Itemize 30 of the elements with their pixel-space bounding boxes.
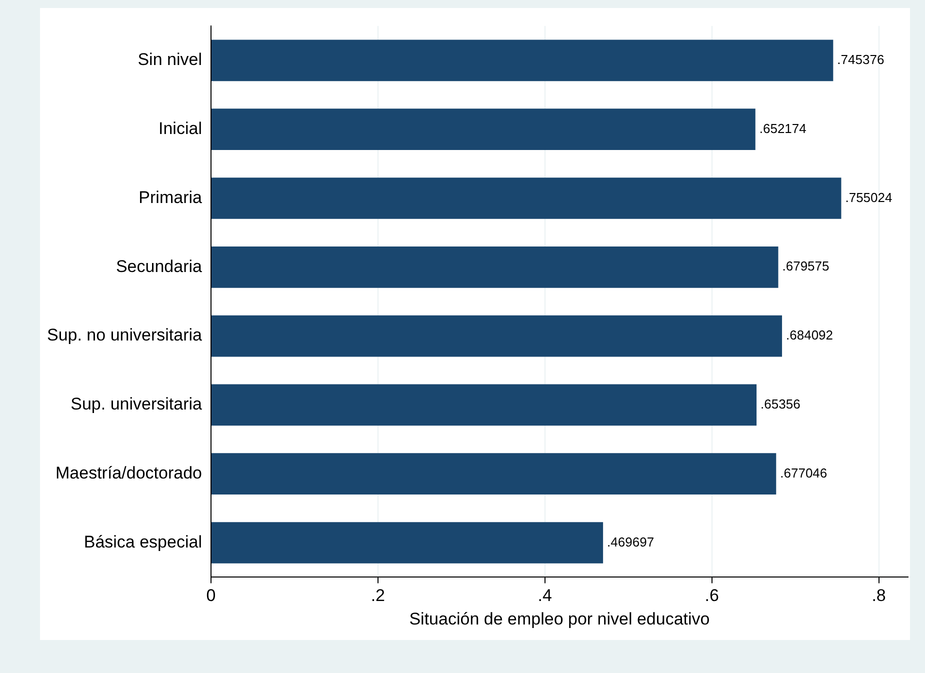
y-tick-label: Inicial	[158, 119, 202, 138]
bar	[211, 522, 604, 564]
bar	[211, 246, 778, 288]
y-tick-label: Básica especial	[84, 532, 202, 552]
bar	[211, 40, 834, 82]
bar	[211, 384, 757, 426]
data-label: .469697	[607, 534, 654, 550]
data-label: .755024	[845, 190, 892, 205]
y-tick-label: Secundaria	[116, 256, 203, 276]
y-tick-label: Primaria	[138, 188, 203, 207]
x-tick-label: .6	[704, 586, 719, 606]
x-tick-label: 0	[206, 586, 216, 606]
bar	[211, 315, 782, 357]
y-tick-label: Sup. universitaria	[70, 394, 203, 414]
bar	[211, 178, 842, 219]
x-tick-label: .4	[538, 586, 552, 606]
bar	[211, 453, 776, 495]
data-label: .65356	[760, 396, 800, 412]
x-tick-label: .8	[872, 586, 886, 606]
data-label: .677046	[780, 465, 828, 480]
data-label: .652174	[759, 120, 806, 136]
x-axis-title: Situación de empleo por nivel educativo	[409, 609, 710, 628]
data-label: .679575	[782, 258, 830, 274]
data-label: .745376	[837, 52, 884, 68]
y-tick-label: Sin nivel	[138, 50, 202, 70]
y-tick-label: Maestría/doctorado	[56, 464, 202, 483]
x-tick-label: .2	[370, 586, 386, 606]
bar	[211, 108, 756, 150]
y-tick-label: Sup. no universitaria	[46, 326, 203, 345]
data-label: .684092	[786, 328, 834, 343]
